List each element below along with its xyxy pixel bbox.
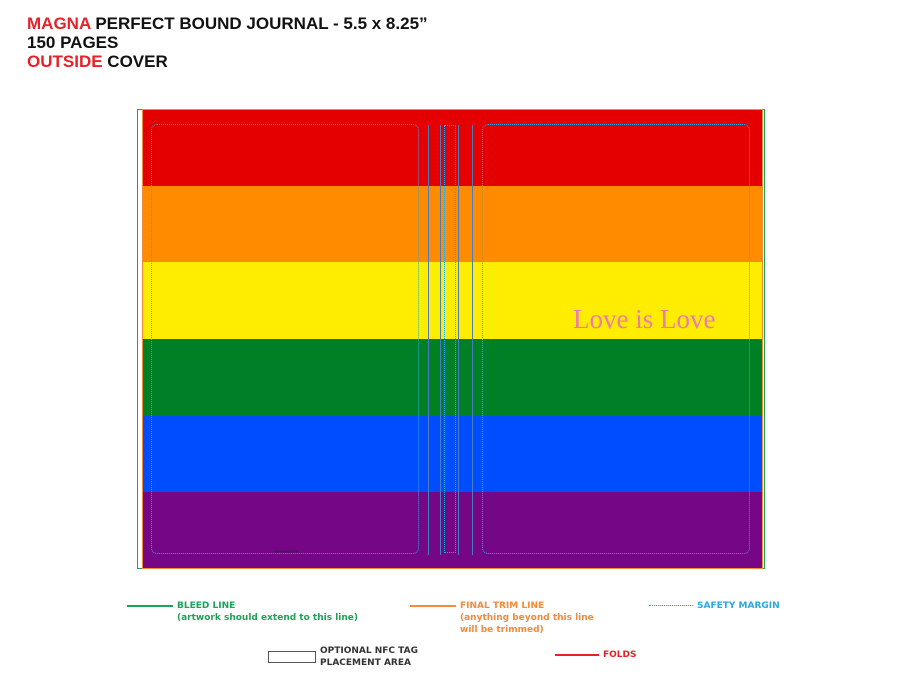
stripe-2 bbox=[142, 185, 762, 263]
stripe-4 bbox=[142, 338, 762, 416]
header-line-3: OUTSIDE COVER bbox=[27, 52, 428, 71]
bleed-line-swatch bbox=[127, 605, 173, 607]
safety-legend-title: SAFETY MARGIN bbox=[697, 601, 780, 611]
nfc-placement-swatch bbox=[268, 651, 316, 663]
header-line-2: 150 PAGES bbox=[27, 33, 119, 52]
stripe-6 bbox=[142, 492, 762, 569]
bleed-legend: BLEED LINE (artwork should extend to thi… bbox=[177, 600, 358, 624]
cover-text: Love is Love bbox=[573, 304, 716, 334]
trim-legend: FINAL TRIM LINE (anything beyond this li… bbox=[460, 600, 594, 636]
cover-template: PAPERWORX Love is Love bbox=[137, 109, 765, 569]
stripe-1 bbox=[142, 109, 762, 186]
imprint-tag: PAPERWORX bbox=[273, 549, 299, 554]
nfc-legend-line-1: OPTIONAL NFC TAG bbox=[320, 646, 418, 656]
header: MAGNA PERFECT BOUND JOURNAL - 5.5 x 8.25… bbox=[27, 14, 428, 71]
folds-legend-title: FOLDS bbox=[603, 650, 637, 660]
trim-legend-title: FINAL TRIM LINE bbox=[460, 601, 545, 611]
bleed-legend-title: BLEED LINE bbox=[177, 601, 236, 611]
nfc-legend: OPTIONAL NFC TAG PLACEMENT AREA bbox=[320, 645, 418, 669]
nfc-legend-line-2: PLACEMENT AREA bbox=[320, 658, 411, 668]
stripe-5 bbox=[142, 415, 762, 493]
trim-line-swatch bbox=[410, 605, 456, 607]
bleed-legend-note: (artwork should extend to this line) bbox=[177, 613, 358, 623]
folds-swatch bbox=[555, 654, 599, 656]
header-line-1: MAGNA PERFECT BOUND JOURNAL - 5.5 x 8.25… bbox=[27, 14, 428, 33]
cover-label: COVER bbox=[102, 52, 168, 71]
brand-name: MAGNA bbox=[27, 14, 91, 33]
trim-legend-note-1: (anything beyond this line bbox=[460, 613, 594, 623]
rainbow-artwork bbox=[142, 109, 762, 569]
stripe-3 bbox=[142, 262, 762, 339]
cover-side: OUTSIDE bbox=[27, 52, 103, 71]
safety-margin-swatch bbox=[649, 605, 693, 606]
trim-legend-note-2: will be trimmed) bbox=[460, 625, 544, 635]
safety-legend: SAFETY MARGIN bbox=[697, 600, 780, 612]
folds-legend: FOLDS bbox=[603, 649, 637, 661]
product-title: PERFECT BOUND JOURNAL - 5.5 x 8.25” bbox=[90, 14, 428, 33]
